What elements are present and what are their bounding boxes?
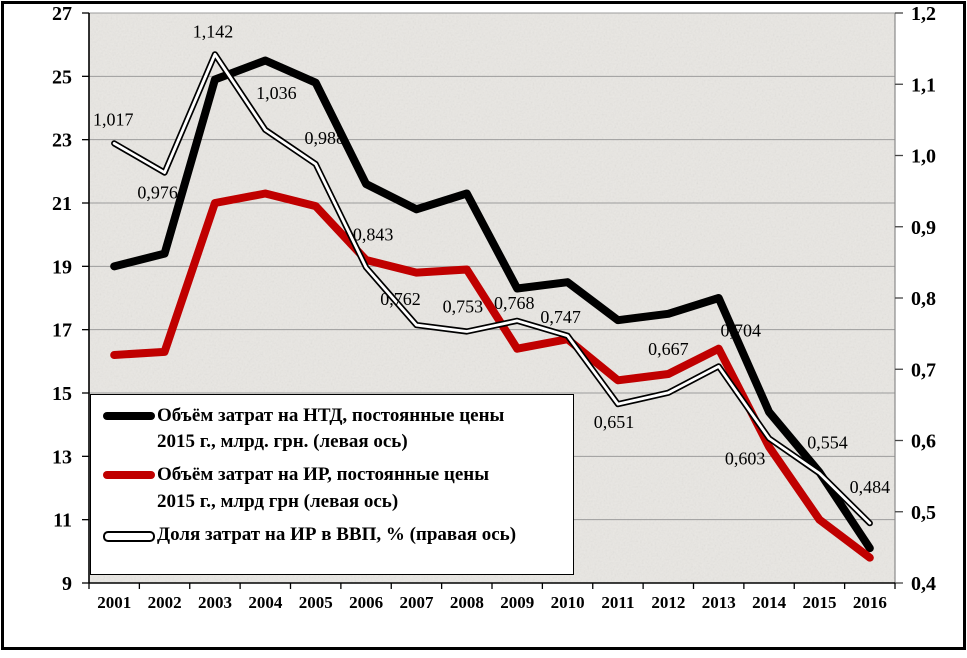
- data-label: 0,651: [594, 412, 635, 432]
- legend-item-ntd: Объём затрат на НТД, постоянные цены 201…: [103, 403, 567, 455]
- x-axis-tick-label: 2004: [248, 593, 283, 612]
- x-axis-tick-label: 2001: [97, 593, 131, 612]
- axes-group: [82, 12, 903, 589]
- data-label: 0,603: [725, 448, 766, 468]
- data-label: 0,484: [850, 477, 891, 497]
- right-axis-tick-label: 0,8: [911, 288, 936, 310]
- x-axis-tick-label: 2007: [399, 593, 434, 612]
- data-label: 0,667: [648, 339, 689, 359]
- left-axis-tick-label: 23: [52, 130, 72, 152]
- legend-swatch-gdp-share-line: [103, 530, 155, 542]
- axis-labels-group: 27 25 23 21 19 17 15 13 11 9 1,2 1,1 1,0 0,9 0,8 0,7 0,6…: [52, 3, 936, 612]
- x-axis-tick-label: 2006: [349, 593, 383, 612]
- data-label: 0,988: [304, 128, 345, 148]
- data-label: 0,554: [807, 432, 848, 452]
- left-axis-tick-label: 21: [52, 193, 72, 215]
- right-axis-tick-label: 0,9: [911, 217, 936, 239]
- chart-legend: Объём затрат на НТД, постоянные цены 201…: [90, 394, 574, 575]
- data-label: 0,768: [494, 293, 535, 313]
- right-axis-tick-label: 0,5: [911, 502, 936, 524]
- legend-label-ntd: Объём затрат на НТД, постоянные цены 201…: [157, 405, 505, 453]
- right-axis-tick-label: 0,7: [911, 359, 936, 381]
- legend-item-gdp-share: Доля затрат на ИР в ВВП, % (правая ось): [103, 522, 567, 548]
- left-axis-tick-label: 25: [52, 66, 72, 88]
- data-label: 0,704: [720, 320, 761, 340]
- data-label: 1,142: [193, 21, 234, 41]
- series-group: [110, 51, 874, 562]
- x-axis-tick-label: 2015: [802, 593, 836, 612]
- right-axis-tick-label: 0,4: [911, 573, 936, 595]
- x-axis-tick-label: 2009: [500, 593, 534, 612]
- legend-swatch-ntd-line: [103, 412, 155, 420]
- right-axis-tick-label: 1,2: [911, 3, 936, 25]
- legend-label-gdp-share: Доля затрат на ИР в ВВП, % (правая ось): [157, 523, 517, 545]
- data-label: 0,762: [380, 289, 421, 309]
- series-line-2-core: [112, 52, 872, 525]
- data-labels-group: 1,017 0,976 1,142 1,036 0,988 0,843 0,762 0,753…: [93, 21, 890, 497]
- x-axis-tick-label: 2003: [198, 593, 232, 612]
- legend-swatch-ir-line: [103, 471, 155, 480]
- series-line-0: [110, 56, 874, 553]
- x-axis-tick-label: 2002: [148, 593, 182, 612]
- x-axis-tick-label: 2011: [601, 593, 634, 612]
- data-label: 1,017: [93, 109, 134, 129]
- x-axis-tick-label: 2016: [853, 593, 887, 612]
- right-axis-tick-label: 1,1: [911, 74, 936, 96]
- legend-item-ir: Объём затрат на ИР, постоянные цены 2015…: [103, 462, 567, 514]
- left-axis-tick-label: 11: [53, 510, 72, 532]
- right-axis-tick-label: 1,0: [911, 146, 936, 168]
- left-axis-tick-label: 27: [52, 3, 72, 25]
- x-axis-tick-label: 2012: [651, 593, 685, 612]
- x-axis-tick-label: 2013: [702, 593, 736, 612]
- data-label: 1,036: [256, 83, 297, 103]
- data-label: 0,843: [353, 224, 394, 244]
- x-axis-tick-label: 2005: [299, 593, 333, 612]
- data-label: 0,976: [137, 183, 178, 203]
- right-axis-tick-label: 0,6: [911, 431, 936, 453]
- left-axis-tick-label: 13: [52, 446, 72, 468]
- x-axis-tick-label: 2008: [450, 593, 484, 612]
- x-axis-tick-label: 2010: [551, 593, 585, 612]
- data-label: 0,747: [540, 307, 581, 327]
- left-axis-tick-label: 15: [52, 383, 72, 405]
- data-label: 0,753: [443, 296, 484, 316]
- left-axis-tick-label: 19: [52, 256, 72, 278]
- x-axis-tick-label: 2014: [752, 593, 787, 612]
- left-axis-tick-label: 9: [62, 573, 72, 595]
- left-axis-tick-label: 17: [52, 320, 72, 342]
- legend-label-ir: Объём затрат на ИР, постоянные цены 2015…: [157, 464, 490, 512]
